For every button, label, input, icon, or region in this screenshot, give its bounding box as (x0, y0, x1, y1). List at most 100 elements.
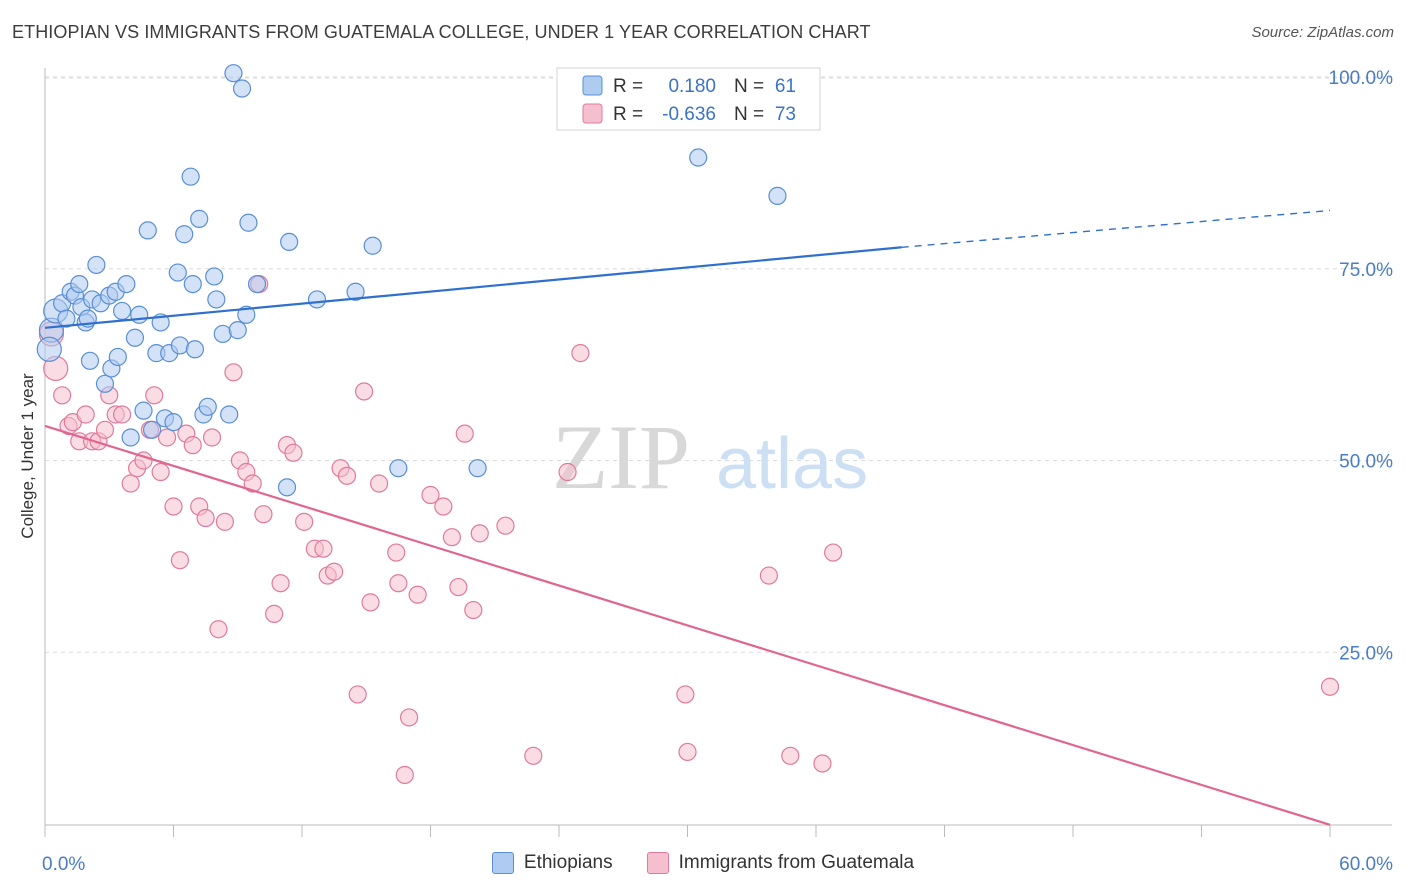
ethiopians-point (183, 274, 202, 294)
stats-r-label-1: R = (613, 76, 643, 97)
y-tick-label: 50.0% (1339, 452, 1393, 473)
ethiopians-point (198, 397, 217, 416)
stats-r-value-2: -0.636 (662, 104, 716, 125)
ethiopians-point (363, 236, 382, 255)
ethiopians-point (130, 305, 149, 324)
ethiopians-point (80, 351, 100, 370)
guatemala-point (53, 386, 72, 405)
guatemala-point (361, 593, 380, 612)
zipatlas-watermark: ZIP atlas (552, 406, 868, 508)
guatemala-point (781, 746, 800, 765)
guatemala-point (449, 577, 468, 597)
guatemala-point (389, 574, 408, 593)
guatemala-point (348, 685, 367, 704)
ethiopians-point (117, 274, 136, 294)
guatemala-point (824, 543, 843, 562)
stats-n-label-1: N = (734, 76, 764, 97)
watermark-atlas: atlas (716, 424, 868, 504)
ethiopians-point (185, 340, 205, 359)
ethiopians-point (389, 459, 408, 478)
guatemala-point (421, 485, 440, 505)
guatemala-point (112, 405, 132, 424)
trend-lines (44, 209, 1331, 826)
guatemala-point (496, 516, 515, 535)
legend-label-ethiopians: Ethiopians (523, 852, 613, 873)
x-tick-label-max: 60.0% (1339, 854, 1393, 875)
series-guatemala-points (38, 274, 1340, 785)
guatemala-point (558, 462, 577, 482)
guatemala-point (202, 428, 222, 447)
guatemala-point (145, 386, 164, 405)
stats-r-value-1: 0.180 (668, 76, 716, 97)
stats-n-label-2: N = (734, 104, 764, 125)
ethiopians-point (125, 328, 145, 347)
ethiopians-point (207, 290, 226, 309)
ethiopians-point (95, 374, 115, 393)
guatemala-point (224, 363, 243, 382)
legend-label-guatemala: Immigrants from Guatemala (678, 852, 915, 873)
ethiopians-point (213, 324, 232, 344)
guatemala-point (395, 765, 414, 785)
guatemala-point (337, 466, 357, 485)
guatemala-point (284, 443, 303, 462)
ethiopians-point (142, 420, 162, 439)
guatemala-point (215, 512, 234, 531)
guatemala-point (813, 754, 832, 773)
ethiopians-point (121, 428, 140, 447)
ethiopians-point (768, 186, 787, 205)
legend-item-ethiopians: Ethiopians (491, 852, 613, 874)
ethiopians-point (168, 263, 187, 282)
ethiopians-point (224, 64, 243, 83)
stats-r-label-2: R = (613, 104, 643, 125)
series-ethiopians-points (36, 64, 787, 497)
y-tick-label: 75.0% (1339, 260, 1393, 281)
guatemala-point (243, 474, 262, 493)
ethiopians-point (205, 267, 224, 286)
axes (44, 68, 1392, 837)
ethiopians-point (70, 274, 89, 294)
guatemala-point (399, 708, 419, 727)
ethiopians-point (57, 309, 76, 328)
guatemala-point (314, 539, 333, 558)
guatemala-point (325, 562, 344, 581)
guatemala-point (370, 474, 389, 493)
y-axis-label: College, Under 1 year (18, 373, 37, 539)
y-tick-label: 25.0% (1339, 643, 1393, 664)
guatemala-point (434, 497, 453, 516)
guatemala-point (295, 512, 314, 531)
ethiopians-point (228, 321, 247, 340)
ethiopians-point (307, 290, 327, 309)
series-legend: Ethiopians Immigrants from Guatemala (0, 852, 1406, 874)
ethiopians-point (138, 221, 157, 240)
guatemala-point (157, 428, 177, 447)
guatemala-point (196, 508, 215, 528)
guatemala-point (442, 528, 462, 547)
stats-n-value-1: 61 (775, 76, 796, 97)
guatemala-point (676, 685, 695, 704)
ethiopians-point (280, 232, 299, 252)
ethiopians-point (232, 79, 252, 98)
grid-lines (45, 76, 1392, 653)
guatemala-point (151, 462, 170, 482)
legend-item-guatemala: Immigrants from Guatemala (646, 852, 915, 874)
guatemala-point (76, 405, 95, 424)
tick-labels: 25.0% 50.0% 75.0% 100.0% 0.0% 60.0% (42, 68, 1393, 875)
ethiopians-point (164, 413, 183, 432)
y-tick-label: 100.0% (1329, 68, 1394, 89)
guatemala-point (121, 474, 140, 493)
ethiopians-point (689, 148, 708, 167)
guatemala-point (209, 620, 228, 639)
ethiopians-point (36, 336, 62, 362)
guatemala-point (265, 604, 284, 624)
ethiopians-point (468, 459, 487, 478)
x-tick-label-min: 0.0% (42, 854, 85, 875)
ethiopians-point (277, 478, 297, 497)
guatemala-point (355, 382, 374, 401)
ethiopians-point (108, 347, 127, 367)
ethiopians-point (247, 274, 267, 294)
stats-n-value-2: 73 (775, 104, 796, 125)
ethiopians-point (112, 301, 132, 321)
guatemala-point (164, 497, 183, 516)
ethiopians-point (181, 167, 200, 186)
